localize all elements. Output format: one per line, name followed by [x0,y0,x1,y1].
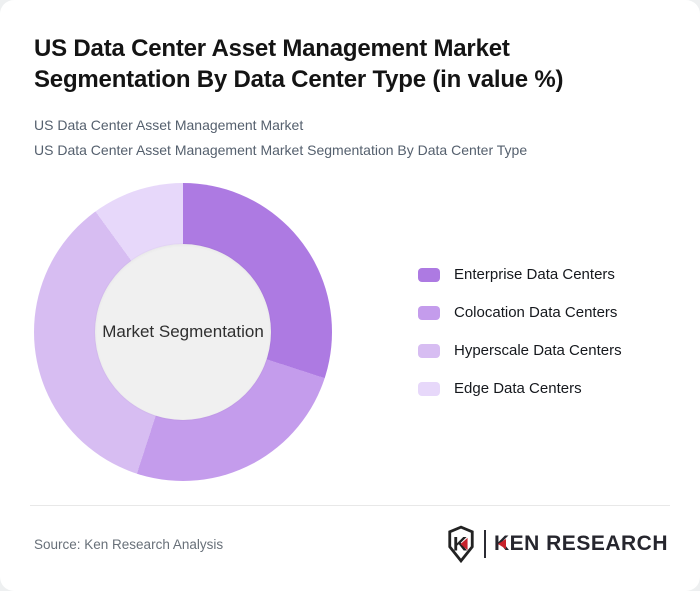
logo-wordmark-text: KEN RESEARCH [493,532,668,555]
subtitle-line-1: US Data Center Asset Management Market [34,117,304,133]
footer-divider [30,505,670,506]
logo-separator [483,530,486,558]
wordmark-k-red-triangle-icon [497,539,506,549]
subtitle-block: US Data Center Asset Management Market U… [34,113,527,163]
ken-research-logo: K KEN RESEARCH [446,524,668,564]
legend-label: Edge Data Centers [454,380,582,397]
subtitle-line-2: US Data Center Asset Management Market S… [34,142,528,158]
legend-swatch [418,267,440,282]
ken-research-shield-icon: K [448,525,474,563]
legend-item: Enterprise Data Centers [418,266,622,283]
donut-center-label: Market Segmentation [102,322,264,341]
legend-label: Enterprise Data Centers [454,266,615,283]
chart-legend: Enterprise Data Centers Colocation Data … [418,266,622,419]
title-line-2: Segmentation By Data Center Type (in val… [34,66,564,93]
legend-item: Edge Data Centers [418,380,622,397]
donut-center: Market Segmentation [95,244,271,420]
shield-red-triangle [460,537,468,551]
legend-label: Colocation Data Centers [454,304,618,321]
legend-swatch [418,305,440,320]
legend-label: Hyperscale Data Centers [454,342,622,359]
legend-item: Colocation Data Centers [418,304,622,321]
shield-letter: K [453,534,468,556]
donut-chart: Market Segmentation [34,183,332,481]
legend-item: Hyperscale Data Centers [418,342,622,359]
legend-swatch [418,343,440,358]
page-title: US Data Center Asset Management Market S… [34,33,634,95]
title-line-1: US Data Center Asset Management Market [34,35,510,62]
legend-swatch [418,381,440,396]
source-note: Source: Ken Research Analysis [34,537,224,552]
logo-wordmark: KEN RESEARCH [494,532,668,556]
